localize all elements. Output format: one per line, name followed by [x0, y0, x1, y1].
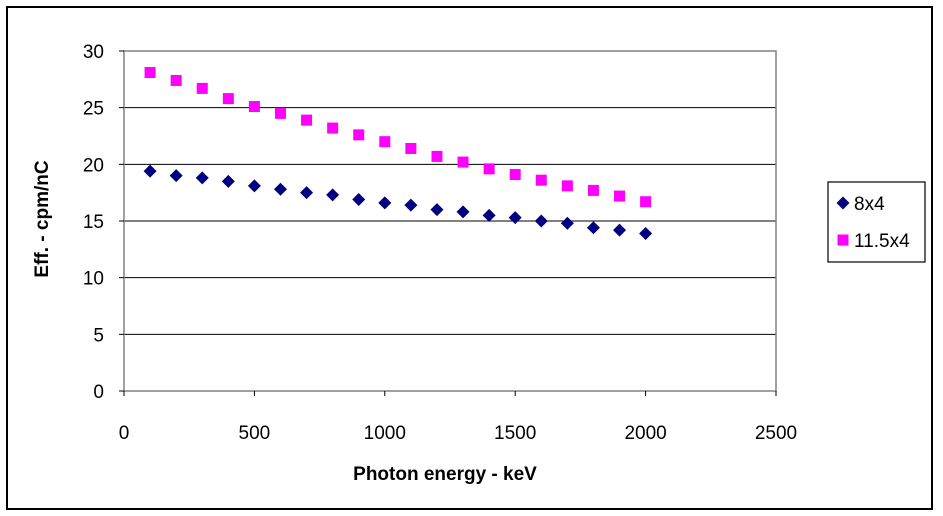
- data-point: [301, 114, 313, 126]
- data-points: [143, 67, 653, 240]
- x-tick-label: 500: [239, 423, 271, 444]
- x-tick-label: 2000: [624, 423, 666, 444]
- y-tick-label: 25: [83, 99, 104, 120]
- chart-frame: [6, 6, 933, 510]
- y-tick-label: 20: [83, 155, 104, 176]
- data-point: [456, 205, 470, 219]
- data-point: [614, 190, 626, 202]
- y-tick-label: 10: [83, 269, 104, 290]
- data-point: [534, 214, 548, 228]
- gridlines: [124, 107, 776, 335]
- data-point: [560, 216, 574, 230]
- y-axis-title: Eff. - cpm/nC: [32, 160, 53, 277]
- data-point: [613, 223, 627, 237]
- x-tick-label: 2500: [755, 423, 797, 444]
- x-tick-label: 1500: [494, 423, 536, 444]
- data-point: [457, 156, 469, 168]
- legend-label: 11.5x4: [854, 231, 910, 252]
- data-point: [170, 74, 182, 86]
- x-tick-label: 1000: [364, 423, 406, 444]
- x-tick-label: 0: [119, 423, 130, 444]
- data-point: [405, 142, 417, 154]
- data-point: [326, 188, 340, 202]
- legend-marker: [836, 196, 850, 210]
- data-point: [640, 196, 652, 208]
- data-point: [353, 129, 365, 141]
- y-tick-label: 5: [93, 325, 104, 346]
- data-point: [222, 93, 234, 105]
- series-1: [143, 164, 653, 240]
- legend-box: [827, 181, 926, 263]
- data-point: [327, 122, 339, 134]
- data-point: [273, 182, 287, 196]
- data-point: [587, 184, 599, 196]
- data-point: [247, 179, 261, 193]
- data-point: [483, 163, 495, 175]
- series-2: [144, 67, 652, 208]
- legend: 8x4 11.5x4: [827, 181, 926, 263]
- data-point: [379, 136, 391, 148]
- data-point: [169, 169, 183, 183]
- data-point: [352, 192, 366, 206]
- data-point: [430, 203, 444, 217]
- data-point: [586, 221, 600, 235]
- data-point: [195, 171, 209, 185]
- data-point: [639, 226, 653, 240]
- data-point: [482, 208, 496, 222]
- data-point: [143, 164, 157, 178]
- data-point: [221, 174, 235, 188]
- data-point: [274, 107, 286, 119]
- y-axis-ticks: 0 5 10 15 20 25 30: [83, 42, 124, 403]
- data-point: [196, 82, 208, 94]
- legend-entries: 8x4 11.5x4: [836, 194, 910, 252]
- legend-label: 8x4: [854, 194, 885, 215]
- data-point: [535, 174, 547, 186]
- y-tick-label: 0: [93, 382, 104, 403]
- data-point: [144, 67, 156, 79]
- data-point: [509, 169, 521, 181]
- data-point: [378, 196, 392, 210]
- data-point: [300, 186, 314, 200]
- data-point: [431, 150, 443, 162]
- legend-marker: [837, 234, 849, 246]
- data-point: [561, 180, 573, 192]
- x-axis-title: Photon energy - keV: [353, 464, 537, 485]
- data-point: [404, 198, 418, 212]
- y-tick-label: 30: [83, 42, 104, 63]
- data-point: [248, 101, 260, 113]
- x-axis-ticks: 0 500 1000 1500 2000 2500: [119, 391, 797, 444]
- y-tick-label: 15: [83, 212, 104, 233]
- data-point: [508, 211, 522, 225]
